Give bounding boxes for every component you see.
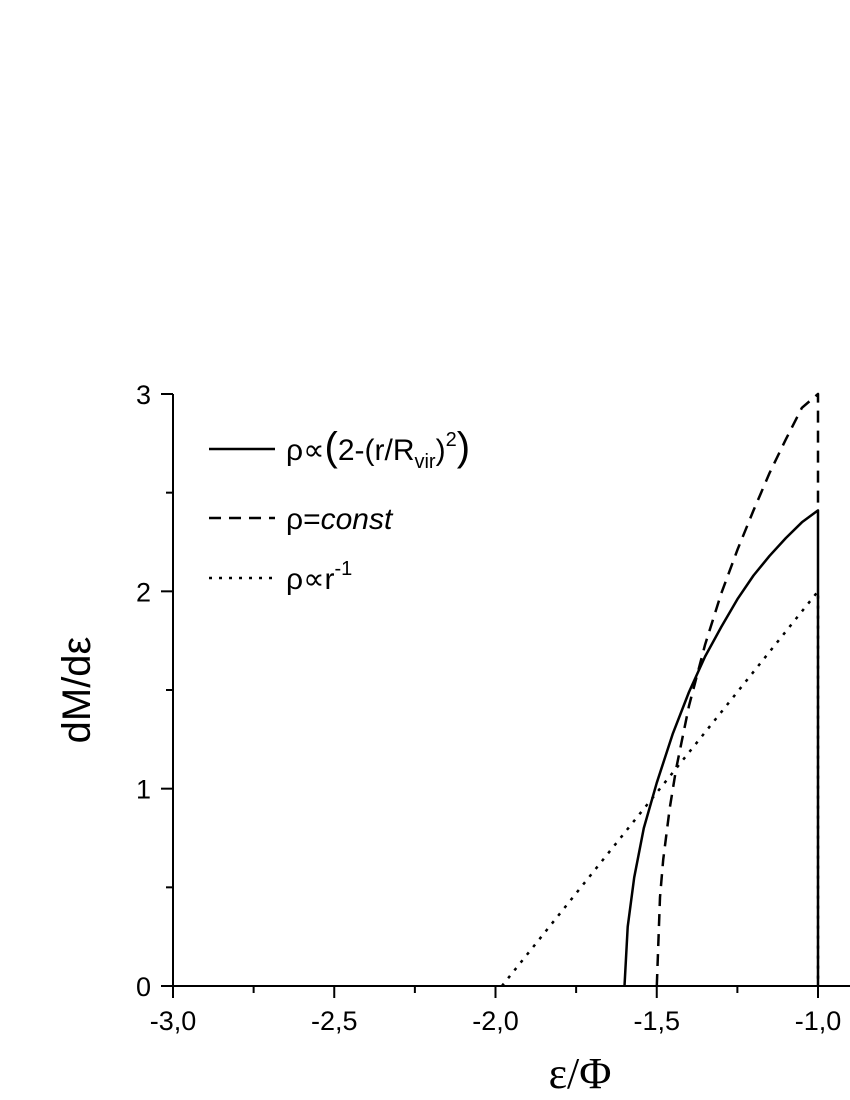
legend: ρ∝(2-(r/Rvir)2) ρ=const ρ∝r-1 bbox=[209, 425, 470, 596]
series-line-1 bbox=[655, 392, 820, 987]
legend-label-1: ρ=const bbox=[286, 503, 394, 536]
x-axis-label: ε/Φ bbox=[549, 1049, 612, 1098]
x-tick-label: -1,0 bbox=[795, 1006, 842, 1036]
series-line-2 bbox=[500, 590, 820, 987]
series-line-0 bbox=[623, 509, 820, 987]
x-tick-label: -2,0 bbox=[472, 1006, 519, 1036]
y-tick-label: 0 bbox=[136, 972, 151, 1002]
y-tick-label: 2 bbox=[136, 577, 151, 607]
x-tick-label: -2,5 bbox=[311, 1006, 358, 1036]
legend-label-2: ρ∝r-1 bbox=[286, 558, 352, 596]
ticks-layer: -3,0 -2,5 -2,0 -1,5 -1,0 0 1 2 3 bbox=[136, 380, 841, 1036]
y-tick-label: 1 bbox=[136, 775, 151, 805]
y-axis-label: dM/dε bbox=[55, 636, 99, 743]
legend-label-0: ρ∝(2-(r/Rvir)2) bbox=[286, 425, 470, 473]
axes bbox=[172, 394, 850, 987]
x-tick-label: -1,5 bbox=[633, 1006, 680, 1036]
series-layer bbox=[500, 392, 820, 987]
y-tick-label: 3 bbox=[136, 380, 151, 410]
x-tick-label: -3,0 bbox=[150, 1006, 197, 1036]
